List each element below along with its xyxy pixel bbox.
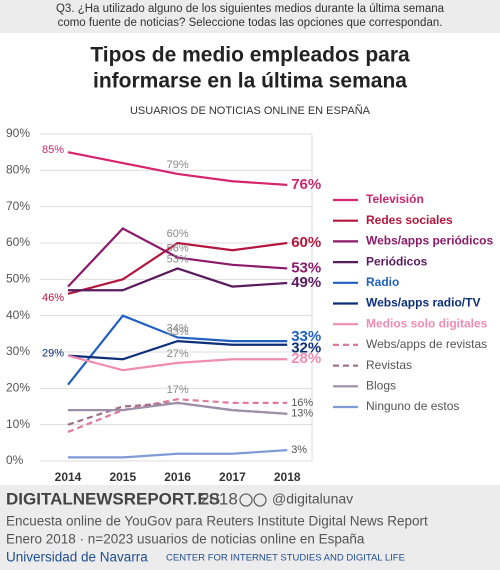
- chart-title: Tipos de medio empleados para: [90, 44, 410, 67]
- legend-label: Blogs: [366, 378, 396, 392]
- series-line: [67, 241, 288, 295]
- series-line: [67, 227, 288, 288]
- y-tick-label: 40%: [6, 308, 30, 322]
- handle: @digitalunav: [272, 491, 353, 507]
- y-tick-label: 20%: [6, 381, 30, 395]
- by-icon: [253, 493, 267, 507]
- y-tick-label: 50%: [6, 272, 30, 286]
- y-tick-label: 80%: [6, 163, 30, 177]
- x-tick-label: 2016: [164, 470, 191, 484]
- data-label: 27%: [167, 348, 189, 360]
- data-label: 60%: [167, 228, 189, 240]
- plot: 0% 10% 20% 30% 40% 50% 60% 70% 80% 90% 2014 2015 201…: [6, 126, 493, 484]
- legend-label: Redes sociales: [366, 213, 453, 227]
- data-label: 33%: [291, 328, 321, 345]
- series-line: [67, 314, 288, 386]
- y-tick-label: 90%: [6, 126, 30, 140]
- y-tick-label: 0%: [6, 453, 24, 467]
- y-tick-label: 70%: [6, 199, 30, 213]
- university: Universidad de Navarra: [6, 550, 148, 565]
- legend-label: Webs/apps periódicos: [366, 234, 493, 248]
- data-label: 3%: [291, 444, 307, 456]
- chart-title: informarse en la última semana: [93, 70, 407, 93]
- data-label: 49%: [291, 274, 321, 291]
- x-tick-label: 2015: [109, 470, 136, 484]
- footer: DIGITALNEWSREPORT.ES 2018 @digitalunav E…: [6, 489, 428, 564]
- series-line: [68, 449, 288, 459]
- series-line: [67, 339, 288, 361]
- question: Q3. ¿Ha utilizado alguno de los siguient…: [56, 3, 445, 15]
- footer-line: Encuesta online de YouGov para Reuters I…: [6, 514, 428, 529]
- legend-label: Webs/apps de revistas: [366, 337, 487, 351]
- series-line: [68, 401, 288, 415]
- data-label: 85%: [42, 144, 64, 156]
- legend-label: Medios solo digitales: [366, 316, 488, 330]
- chart-subtitle: USUARIOS DE NOTICIAS ONLINE EN ESPAÑA: [130, 104, 371, 117]
- legend-label: Revistas: [366, 358, 412, 372]
- data-label: 16%: [291, 397, 313, 409]
- y-tick-label: 30%: [6, 344, 30, 358]
- series-line: [68, 267, 288, 292]
- x-tick-label: 2014: [55, 470, 82, 484]
- center: CENTER FOR INTERNET STUDIES AND DIGITAL …: [166, 553, 405, 564]
- data-label: 79%: [167, 159, 189, 171]
- data-label: 33%: [167, 326, 189, 338]
- cc-icon: [239, 493, 253, 507]
- brand: DIGITALNEWSREPORT.ES: [6, 489, 220, 508]
- legend-label: Ninguno de estos: [366, 399, 459, 413]
- data-label: 17%: [167, 384, 189, 396]
- legend-label: Televisión: [366, 192, 424, 206]
- data-label: 28%: [291, 350, 321, 367]
- brand-year: 2018: [200, 489, 238, 508]
- data-label: 53%: [167, 253, 189, 265]
- question: como fuente de noticias? Seleccione toda…: [58, 17, 443, 29]
- footer-line: Enero 2018 · n=2023 usuarios de noticias…: [6, 532, 365, 547]
- legend-label: Webs/apps radio/TV: [366, 296, 480, 310]
- y-tick-label: 10%: [6, 417, 30, 431]
- data-label: 29%: [42, 348, 64, 360]
- series-line: [67, 398, 288, 433]
- data-label: 53%: [291, 259, 321, 276]
- series-line: [67, 354, 288, 372]
- legend-label: Periódicos: [366, 254, 428, 268]
- data-label: 34%: [167, 322, 189, 334]
- x-tick-label: 2017: [219, 470, 246, 484]
- x-tick-label: 2018: [274, 470, 301, 484]
- data-label: 32%: [291, 340, 321, 357]
- data-label: 56%: [167, 242, 189, 254]
- data-label: 60%: [291, 234, 321, 251]
- data-label: 46%: [42, 292, 64, 304]
- y-tick-label: 60%: [6, 235, 30, 249]
- legend-label: Radio: [366, 275, 399, 289]
- data-label: 13%: [291, 408, 313, 420]
- series-line: [67, 151, 288, 186]
- data-label: 76%: [291, 176, 321, 193]
